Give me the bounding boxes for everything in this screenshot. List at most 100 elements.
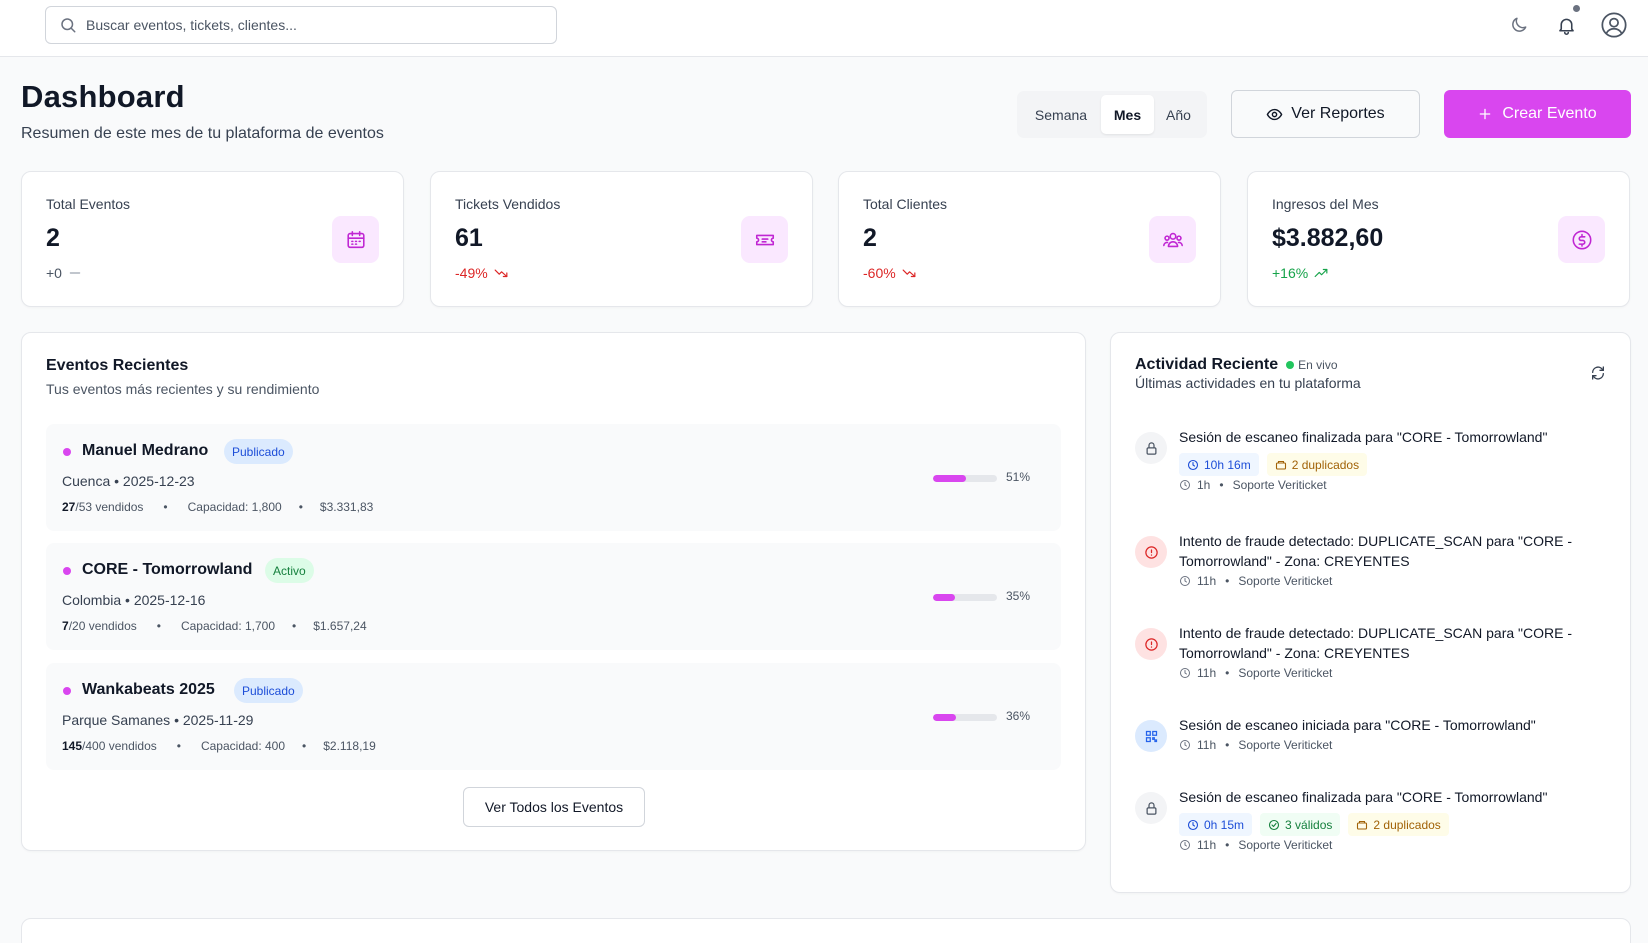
event-revenue: $1.657,24 (313, 619, 367, 633)
stat-card-tickets-sold: Tickets Vendidos 61 -49% (430, 171, 813, 307)
progress-fill (933, 594, 956, 601)
activity-text: Sesión de escaneo iniciada para "CORE - … (1179, 717, 1536, 733)
stat-change: -60% (863, 265, 916, 281)
user-menu-button[interactable] (1600, 11, 1628, 39)
activity-item: Intento de fraude detectado: DUPLICATE_S… (1135, 531, 1610, 591)
qr-icon (1135, 720, 1167, 752)
event-total: /53 vendidos (75, 500, 144, 514)
event-dot (63, 567, 71, 575)
valid-chip: 3 válidos (1260, 813, 1341, 836)
status-badge: Publicado (224, 439, 293, 464)
progress-percent: 51% (1006, 470, 1031, 484)
lock-icon (1135, 792, 1167, 824)
notifications-button[interactable] (1553, 5, 1580, 38)
stat-label: Total Clientes (863, 196, 948, 212)
activity-title: Actividad Reciente (1135, 356, 1279, 373)
create-event-button[interactable]: Crear Evento (1444, 90, 1631, 138)
activity-text: Intento de fraude detectado: DUPLICATE_S… (1179, 533, 1573, 569)
stat-label: Ingresos del Mes (1272, 196, 1379, 212)
live-label: En vivo (1298, 358, 1338, 372)
event-stats: 27/53 vendidos • Capacidad: 1,800 • $3.3… (62, 500, 374, 514)
status-badge: Activo (265, 558, 314, 583)
activity-meta: 1h • Soporte Veriticket (1179, 478, 1327, 492)
refresh-button[interactable] (1590, 365, 1606, 381)
notification-dot (1573, 5, 1580, 12)
duplicates-value: 2 duplicados (1373, 817, 1441, 832)
stat-change-value: -60% (863, 265, 896, 281)
search-input[interactable] (86, 17, 526, 33)
clock-icon (1187, 819, 1199, 830)
progress-fill (933, 714, 957, 721)
stat-value: 2 (863, 224, 877, 252)
stat-value: 2 (46, 224, 60, 252)
alert-icon (1135, 628, 1167, 660)
live-indicator (1286, 361, 1295, 369)
event-capacity: Capacidad: 1,800 (187, 500, 282, 514)
event-sold: 27 (62, 500, 76, 514)
search-box[interactable] (45, 6, 557, 44)
activity-item: Intento de fraude detectado: DUPLICATE_S… (1135, 623, 1610, 683)
activity-text: Sesión de escaneo finalizada para "CORE … (1179, 429, 1548, 445)
progress-fill (933, 475, 966, 482)
activity-user: Soporte Veriticket (1238, 838, 1333, 852)
search-icon (59, 16, 77, 34)
event-row[interactable]: Manuel Medrano Publicado Cuenca • 2025-1… (46, 424, 1061, 531)
ticket-icon (741, 216, 788, 263)
stat-value: $3.882,60 (1272, 224, 1384, 252)
copy-icon (1275, 460, 1286, 470)
recent-events-subtitle: Tus eventos más recientes y su rendimien… (46, 381, 320, 397)
stat-card-total-clients: Total Clientes 2 -60% (838, 171, 1221, 307)
clock-icon (1180, 668, 1190, 678)
activity-time: 11h (1197, 838, 1217, 852)
progress-bar (933, 714, 997, 721)
period-week-button[interactable]: Semana (1034, 106, 1088, 123)
meta-separator: • (1225, 738, 1230, 752)
view-reports-label: Ver Reportes (1291, 105, 1385, 122)
duration-chip: 10h 16m (1179, 453, 1259, 476)
activity-chips: 10h 16m 2 duplicados (1179, 453, 1368, 476)
event-name: Wankabeats 2025 (82, 681, 215, 698)
activity-time: 11h (1197, 574, 1217, 588)
progress-bar (933, 594, 997, 601)
duration-value: 10h 16m (1204, 457, 1251, 472)
event-row[interactable]: CORE - Tomorrowland Activo Colombia • 20… (46, 543, 1061, 650)
clock-icon (1180, 740, 1190, 750)
activity-meta: 11h • Soporte Veriticket (1179, 738, 1332, 752)
refresh-icon (1592, 366, 1604, 380)
view-all-events-button[interactable]: Ver Todos los Eventos (463, 787, 645, 827)
period-month-button[interactable]: Mes (1101, 95, 1154, 134)
duplicates-chip: 2 duplicados (1266, 453, 1368, 476)
activity-user: Soporte Veriticket (1238, 666, 1333, 680)
stat-change-value: -49% (455, 265, 488, 281)
top-bar (0, 0, 1648, 57)
clock-icon (1187, 459, 1199, 470)
dark-mode-toggle[interactable] (1506, 12, 1532, 38)
copy-icon (1357, 820, 1368, 830)
bell-icon (1558, 18, 1574, 35)
event-stats: 145/400 vendidos • Capacidad: 400 • $2.1… (62, 739, 376, 753)
progress-bar (933, 475, 997, 482)
view-reports-button[interactable]: Ver Reportes (1231, 90, 1420, 138)
meta-separator: • (1225, 666, 1230, 680)
event-capacity: Capacidad: 400 (200, 739, 286, 753)
duration-value: 0h 15m (1204, 817, 1245, 832)
event-revenue: $2.118,19 (323, 739, 376, 753)
activity-user: Soporte Veriticket (1232, 478, 1327, 492)
event-sold: 145 (62, 739, 83, 753)
meta-separator: • (1225, 838, 1230, 852)
activity-user: Soporte Veriticket (1238, 574, 1333, 588)
event-revenue: $3.331,83 (319, 500, 374, 514)
activity-item: Sesión de escaneo finalizada para "CORE … (1135, 427, 1610, 507)
recent-activity-panel: Actividad Reciente En vivo Últimas activ… (1110, 332, 1631, 893)
trend-up-icon (1314, 268, 1328, 278)
alert-icon (1135, 536, 1167, 568)
activity-text: Sesión de escaneo finalizada para "CORE … (1179, 789, 1548, 805)
activity-text: Intento de fraude detectado: DUPLICATE_S… (1179, 625, 1573, 661)
event-row[interactable]: Wankabeats 2025 Publicado Parque Samanes… (46, 663, 1061, 770)
activity-time: 1h (1197, 478, 1211, 492)
stat-change: +16% (1272, 265, 1328, 281)
event-name: Manuel Medrano (82, 442, 209, 459)
period-year-button[interactable]: Año (1166, 106, 1191, 123)
check-circle-icon (1268, 819, 1280, 830)
dollar-icon (1558, 216, 1605, 263)
